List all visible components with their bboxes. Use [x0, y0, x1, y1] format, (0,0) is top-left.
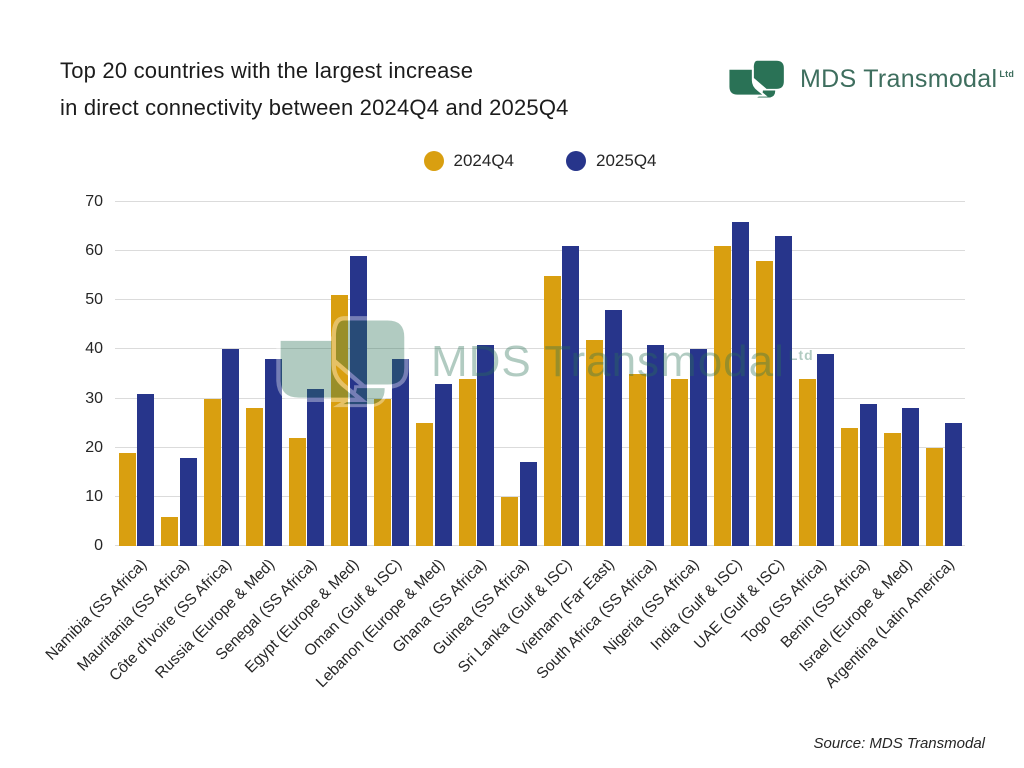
gridline-10 [115, 495, 965, 497]
y-axis-tick-label: 30 [85, 389, 103, 407]
bar-2024q4 [161, 516, 178, 546]
gridline-20 [115, 446, 965, 448]
bar-2025q4 [222, 349, 239, 546]
bar-2024q4 [203, 398, 221, 546]
gridline-50 [115, 299, 965, 301]
chart-title-line2: in direct connectivity between 2024Q4 an… [60, 95, 569, 120]
y-axis-tick-label: 70 [85, 193, 103, 210]
bar-2024q4 [586, 339, 603, 546]
legend-marker-2024q4 [423, 151, 444, 171]
bar-2024q4 [798, 378, 816, 546]
bar-2025q4 [264, 359, 282, 546]
bar-2025q4 [434, 383, 452, 546]
y-axis-tick-label: 0 [94, 537, 103, 554]
bar-2024q4 [118, 452, 136, 546]
bar-2024q4 [628, 374, 646, 546]
y-axis-tick-label: 10 [85, 487, 103, 505]
bar-2025q4 [689, 349, 707, 546]
legend-label-2025q4: 2025Q4 [596, 151, 657, 170]
y-axis-tick-label: 40 [85, 340, 103, 358]
bar-2024q4 [756, 260, 773, 546]
bar-2024q4 [543, 275, 561, 546]
bar-2024q4 [501, 496, 518, 546]
y-axis-tick-label: 60 [85, 242, 103, 260]
bar-2024q4 [416, 423, 433, 546]
logo-suffix: Ltd [999, 69, 1015, 80]
bar-2024q4 [331, 295, 348, 546]
bar-2025q4 [732, 221, 749, 546]
y-axis-tick-label: 50 [85, 291, 103, 309]
legend-marker-2025q4 [566, 151, 586, 171]
company-logo: MDS Transmodal Ltd [724, 56, 1014, 102]
y-axis-tick-label: 20 [85, 438, 103, 456]
gridline-70 [115, 201, 965, 202]
bar-2024q4 [288, 437, 306, 546]
bar-2025q4 [774, 236, 792, 546]
chart-legend: 2024Q4 2025Q4 [115, 151, 965, 171]
logo-wordmark: MDS Transmodal Ltd [800, 65, 1014, 94]
bar-2025q4 [519, 462, 537, 546]
bar-2025q4 [179, 457, 197, 546]
logo-icon [727, 58, 786, 99]
chart-title-line1: Top 20 countries with the largest increa… [60, 58, 474, 83]
bar-2025q4 [349, 256, 367, 546]
gridline-0 [115, 545, 965, 546]
bar-2024q4 [713, 246, 731, 546]
bar-2025q4 [647, 344, 664, 546]
bar-chart-plot-area: 0 10 20 30 40 50 60 70 Namibia (SS Africa) Mauri… [43, 193, 965, 692]
bar-2025q4 [562, 246, 579, 546]
logo-text: MDS Transmodal [800, 64, 998, 93]
bar-2025q4 [604, 310, 622, 546]
bar-2025q4 [944, 423, 962, 546]
bar-2024q4 [841, 428, 858, 546]
legend-item-2024q4: 2024Q4 [423, 151, 515, 171]
bar-2025q4 [137, 393, 154, 546]
watermark-suffix: Ltd [788, 347, 814, 364]
gridline-40 [115, 348, 965, 350]
legend-item-2025q4: 2025Q4 [566, 151, 657, 171]
bar-2024q4 [926, 447, 943, 546]
bar-2025q4 [392, 359, 409, 546]
chart-title: Top 20 countries with the largest increa… [60, 52, 569, 126]
bar-2024q4 [458, 378, 476, 546]
bar-2024q4 [373, 398, 391, 546]
source-note: Source: MDS Transmodal [813, 735, 985, 752]
gridline-30 [115, 397, 965, 399]
bar-2025q4 [859, 403, 877, 546]
bar-2024q4 [883, 432, 901, 546]
gridline-60 [115, 250, 965, 252]
bar-2025q4 [307, 388, 324, 546]
bar-2024q4 [246, 408, 263, 546]
legend-label-2024q4: 2024Q4 [453, 151, 515, 170]
bar-2024q4 [671, 378, 688, 546]
bar-2025q4 [477, 344, 494, 546]
bar-2025q4 [817, 354, 834, 546]
bar-2025q4 [902, 408, 919, 546]
